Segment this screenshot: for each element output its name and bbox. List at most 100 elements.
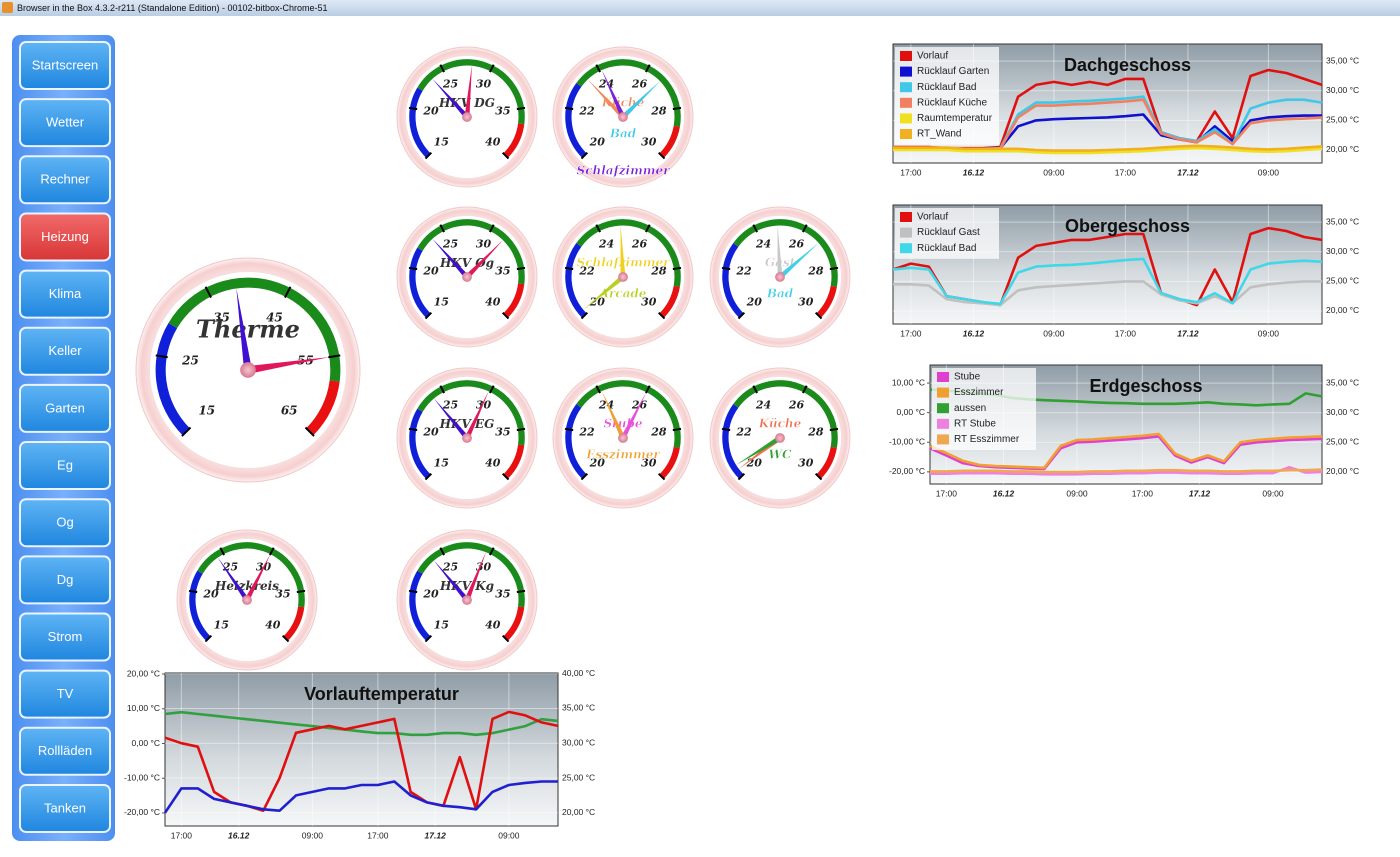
- nav-label[interactable]: Og: [56, 515, 73, 530]
- nav-button[interactable]: TV: [19, 669, 111, 719]
- series-line: [930, 465, 1323, 476]
- nav-button-bg[interactable]: [19, 155, 111, 205]
- x-tick-label: 16.12: [963, 167, 985, 177]
- chart-title: Vorlauftemperatur: [304, 684, 459, 704]
- nav-button[interactable]: Keller: [19, 326, 111, 376]
- nav-button-bg[interactable]: [19, 726, 111, 776]
- gauge-tick: [814, 311, 823, 320]
- nav-button[interactable]: Dg: [19, 555, 111, 605]
- nav-button-bg[interactable]: [19, 555, 111, 605]
- nav-label[interactable]: Klima: [49, 286, 82, 301]
- y2-tick-label: 25,00 °C: [1326, 115, 1359, 125]
- gauge-tick-label: 40: [485, 619, 501, 632]
- gauge-tick-label: 45: [266, 311, 283, 325]
- gauge: 152025303540Heizkreis: [176, 529, 318, 671]
- series-line: [929, 432, 1323, 470]
- gauge-tick-label: 20: [589, 296, 606, 309]
- gauge-tick: [564, 106, 574, 111]
- gauge-tick-label: 28: [650, 104, 667, 117]
- gauge-label: HKV Kg: [439, 579, 494, 593]
- legend-swatch: [900, 97, 912, 108]
- gauge-hub: [775, 272, 785, 282]
- gauge-tick-label: 15: [434, 619, 449, 632]
- y2-tick-label: 20,00 °C: [562, 807, 595, 817]
- nav-button[interactable]: Eg: [19, 441, 111, 491]
- nav-label[interactable]: Startscreen: [32, 57, 98, 72]
- gauge-tick-label: 35: [213, 311, 230, 325]
- chart: 17:00 16.12 09:00 17:00 17.12 09:00 35,00 °C 30…: [892, 43, 1359, 177]
- nav-button[interactable]: Tanken: [19, 783, 111, 833]
- nav-button-bg[interactable]: [19, 669, 111, 719]
- gauge-tick-label: 15: [214, 619, 229, 632]
- nav-button-bg[interactable]: [19, 98, 111, 148]
- x-tick-label: 09:00: [1066, 488, 1088, 498]
- nav-button-bg[interactable]: [19, 212, 111, 262]
- gauge-tick-label: 25: [442, 78, 458, 91]
- nav-label[interactable]: Strom: [48, 629, 83, 644]
- nav-button-bg[interactable]: [19, 498, 111, 548]
- gauge-tick-label: 22: [578, 104, 595, 117]
- gauge-band: [283, 606, 305, 641]
- gauge-tick-label: 28: [650, 425, 667, 438]
- gauge-tick-label: 20: [422, 587, 439, 600]
- gauge-needle: [587, 79, 625, 119]
- nav-button-bg[interactable]: [19, 326, 111, 376]
- gauge-tick: [672, 266, 682, 271]
- gauge-tick: [564, 427, 574, 432]
- nav-button[interactable]: Wetter: [19, 98, 111, 148]
- series-line: [893, 146, 1323, 155]
- nav-button[interactable]: Strom: [19, 612, 111, 662]
- nav-label[interactable]: Dg: [57, 572, 74, 587]
- nav-label[interactable]: Heizung: [41, 229, 89, 244]
- nav-label[interactable]: Eg: [57, 457, 73, 472]
- gauge-tick: [501, 311, 510, 320]
- y-tick-label: -20,00 °C: [124, 807, 160, 817]
- gauge-tick: [489, 385, 495, 394]
- gauge-name: Bad: [766, 286, 794, 300]
- gauge-band: [503, 444, 525, 479]
- nav-button[interactable]: Garten: [19, 383, 111, 433]
- gauge-band: [503, 606, 525, 641]
- gauge-needle: [465, 239, 504, 279]
- nav-button-bg[interactable]: [19, 612, 111, 662]
- gauge-needle: [244, 553, 271, 602]
- nav-button-bg[interactable]: [19, 441, 111, 491]
- gauge-band: [565, 83, 587, 158]
- gauge-tick-label: 22: [578, 264, 595, 277]
- nav-button[interactable]: Rechner: [19, 155, 111, 205]
- y-tick-label: 0,00 °C: [897, 407, 925, 417]
- gauge-tick-label: 15: [198, 404, 215, 418]
- legend-box: [932, 368, 1036, 450]
- nav-label[interactable]: Garten: [45, 400, 85, 415]
- nav-button-bg[interactable]: [19, 41, 111, 90]
- x-tick-label: 09:00: [1043, 328, 1065, 338]
- nav-button-bg[interactable]: [19, 269, 111, 319]
- gauge-tick: [595, 385, 601, 394]
- nav-button[interactable]: Heizung: [19, 212, 111, 262]
- gauge-tick-label: 20: [589, 457, 606, 470]
- gauge-hub: [618, 112, 628, 122]
- gauge-tick: [516, 589, 526, 594]
- nav-button[interactable]: Klima: [19, 269, 111, 319]
- gauge-tick-label: 20: [202, 587, 219, 600]
- gauge-tick: [281, 634, 290, 643]
- nav-button[interactable]: Og: [19, 498, 111, 548]
- gauge-band: [417, 542, 525, 608]
- nav-label[interactable]: TV: [57, 686, 74, 701]
- gauge-hub: [462, 595, 472, 605]
- nav-button[interactable]: Startscreen: [19, 41, 111, 90]
- gauge-tick: [424, 151, 433, 160]
- legend-label: Vorlauf: [917, 51, 948, 62]
- gauge-band: [576, 380, 681, 448]
- nav-label[interactable]: Wetter: [46, 115, 85, 130]
- nav-button-bg[interactable]: [19, 783, 111, 833]
- nav-label[interactable]: Tanken: [44, 800, 86, 815]
- nav-label[interactable]: Rechner: [40, 172, 90, 187]
- gauge-tick-label: 26: [631, 78, 648, 91]
- nav-label[interactable]: Keller: [48, 343, 82, 358]
- nav-label[interactable]: Rollläden: [38, 743, 92, 758]
- nav-button-bg[interactable]: [19, 383, 111, 433]
- nav-button[interactable]: Rollläden: [19, 726, 111, 776]
- y2-tick-label: 25,00 °C: [1326, 437, 1359, 447]
